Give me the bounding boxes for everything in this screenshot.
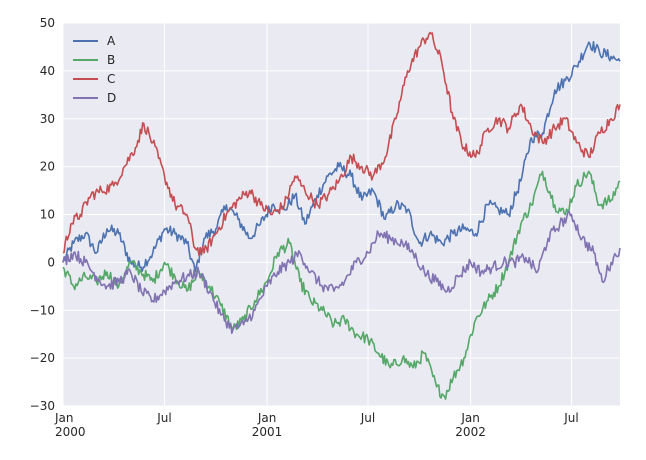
legend-label-D: D — [107, 91, 116, 105]
y-tick-label: −30 — [30, 399, 55, 413]
y-tick-label: 40 — [40, 64, 55, 78]
y-tick-label: 30 — [40, 112, 55, 126]
x-tick-year-label: 2000 — [55, 425, 86, 439]
x-tick-label: Jul — [156, 411, 171, 425]
x-tick-label: Jul — [563, 411, 578, 425]
x-tick-year-label: 2002 — [455, 425, 486, 439]
series-line-C — [62, 31, 621, 257]
y-tick-label: −20 — [30, 351, 55, 365]
x-tick-label: Jan — [460, 411, 480, 425]
x-tick-year-label: 2001 — [252, 425, 283, 439]
legend-label-C: C — [107, 72, 115, 86]
y-axis-ticks: −30 −20 −10 0 10 20 30 40 50 — [30, 16, 55, 413]
series-line-A — [62, 41, 621, 273]
series-line-B — [62, 170, 621, 400]
x-tick-label: Jan — [54, 411, 74, 425]
x-tick-label: Jan — [257, 411, 277, 425]
series-line-D — [62, 210, 621, 335]
y-tick-label: 10 — [40, 208, 55, 222]
y-tick-label: 20 — [40, 160, 55, 174]
y-tick-label: −10 — [30, 303, 55, 317]
x-tick-label: Jul — [360, 411, 375, 425]
y-tick-label: 0 — [47, 255, 55, 269]
legend-label-A: A — [107, 34, 116, 48]
series-lines — [62, 31, 621, 400]
legend-label-B: B — [107, 53, 115, 67]
y-tick-label: 50 — [40, 16, 55, 30]
